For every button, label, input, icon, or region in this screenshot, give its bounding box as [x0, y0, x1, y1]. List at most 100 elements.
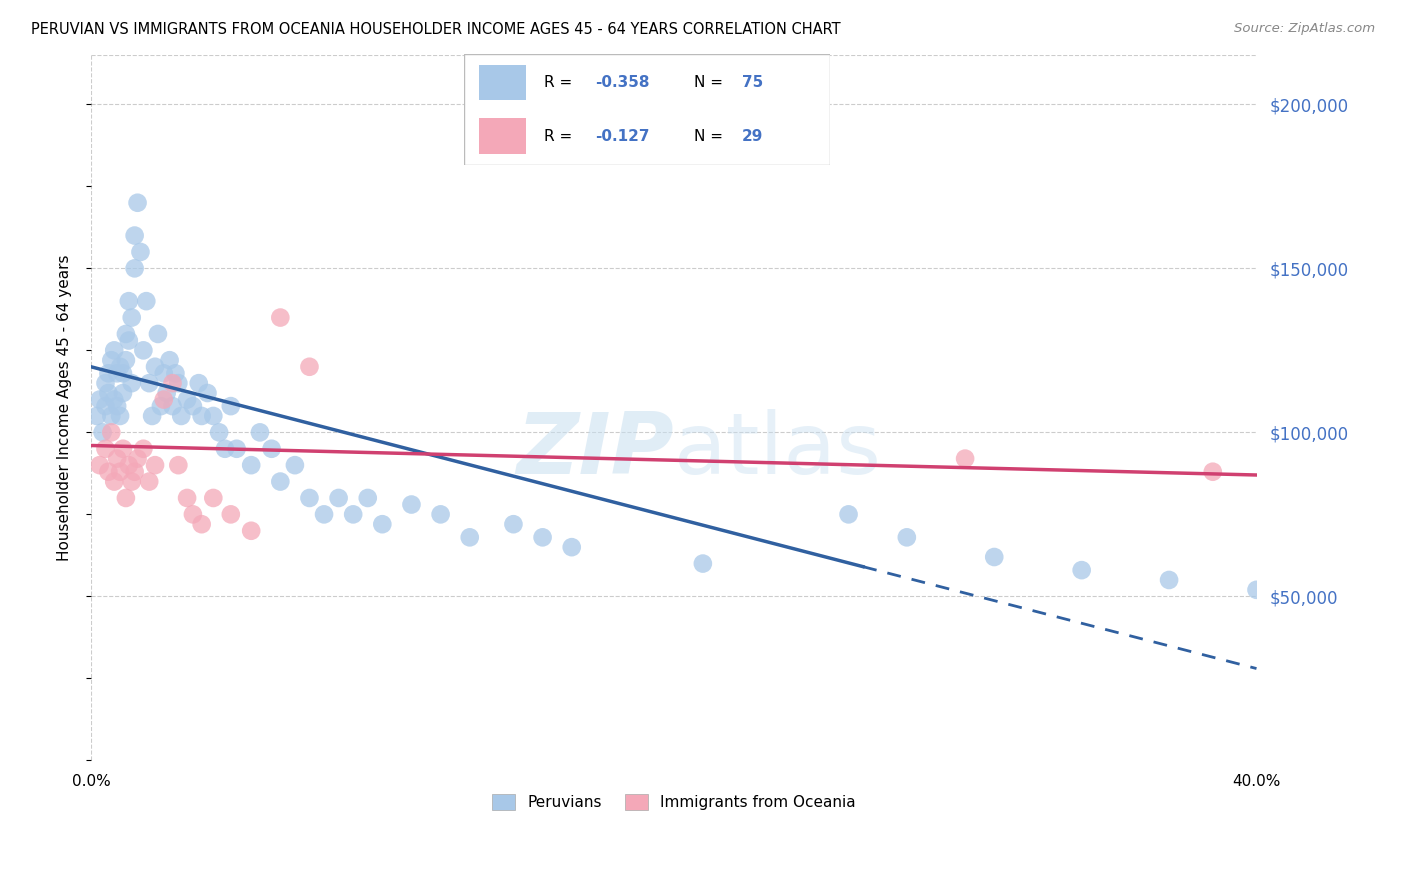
Point: [458, 530, 481, 544]
Point: [103, 343, 125, 358]
Text: N =: N =: [695, 75, 728, 90]
Point: [121, 475, 143, 489]
Point: [181, 508, 204, 522]
Point: [502, 517, 524, 532]
Point: [115, 353, 138, 368]
Point: [94, 376, 117, 391]
Point: [219, 508, 242, 522]
Text: -0.127: -0.127: [596, 128, 650, 144]
Point: [269, 475, 291, 489]
Point: [284, 458, 307, 472]
Point: [105, 367, 128, 381]
Text: atlas: atlas: [673, 409, 882, 491]
Point: [100, 425, 122, 440]
Point: [983, 549, 1005, 564]
Point: [197, 386, 219, 401]
Point: [97, 367, 120, 381]
Point: [208, 425, 231, 440]
Point: [111, 367, 134, 381]
Point: [298, 359, 321, 374]
Point: [108, 465, 131, 479]
Point: [105, 399, 128, 413]
Point: [167, 376, 190, 391]
Point: [176, 392, 198, 407]
Point: [94, 399, 117, 413]
Text: ZIP: ZIP: [516, 409, 673, 491]
Text: Source: ZipAtlas.com: Source: ZipAtlas.com: [1234, 22, 1375, 36]
Point: [103, 475, 125, 489]
Point: [89, 458, 111, 472]
Point: [561, 540, 583, 554]
Point: [124, 228, 146, 243]
Point: [401, 498, 423, 512]
Point: [135, 294, 157, 309]
Point: [159, 353, 181, 368]
Point: [100, 409, 122, 423]
Point: [132, 343, 155, 358]
Point: [111, 386, 134, 401]
Point: [240, 524, 263, 538]
Text: -0.358: -0.358: [596, 75, 650, 90]
Point: [165, 367, 187, 381]
Point: [260, 442, 283, 456]
Point: [312, 508, 335, 522]
Point: [149, 399, 172, 413]
Point: [202, 491, 225, 505]
Point: [953, 451, 976, 466]
Point: [118, 458, 141, 472]
Point: [143, 359, 166, 374]
Point: [115, 326, 138, 341]
Point: [1070, 563, 1092, 577]
Point: [240, 458, 263, 472]
Text: R =: R =: [544, 128, 578, 144]
Point: [94, 442, 117, 456]
FancyBboxPatch shape: [464, 54, 830, 165]
Point: [152, 367, 174, 381]
Point: [342, 508, 364, 522]
Point: [152, 392, 174, 407]
Point: [103, 392, 125, 407]
Y-axis label: Householder Income Ages 45 - 64 years: Householder Income Ages 45 - 64 years: [58, 254, 72, 561]
Point: [118, 294, 141, 309]
Point: [181, 399, 204, 413]
Point: [105, 451, 128, 466]
Bar: [478, 65, 526, 101]
Point: [132, 442, 155, 456]
Point: [838, 508, 860, 522]
Point: [531, 530, 554, 544]
Point: [214, 442, 236, 456]
Point: [219, 399, 242, 413]
Point: [100, 353, 122, 368]
Point: [692, 557, 714, 571]
Point: [115, 491, 138, 505]
Point: [298, 491, 321, 505]
Text: 75: 75: [742, 75, 763, 90]
Point: [127, 195, 149, 210]
Point: [167, 458, 190, 472]
Point: [129, 244, 152, 259]
Point: [371, 517, 394, 532]
Point: [896, 530, 918, 544]
Point: [127, 451, 149, 466]
Text: N =: N =: [695, 128, 728, 144]
Point: [190, 517, 212, 532]
Point: [124, 465, 146, 479]
Point: [86, 409, 108, 423]
Point: [202, 409, 225, 423]
Point: [143, 458, 166, 472]
Point: [138, 475, 160, 489]
Point: [138, 376, 160, 391]
Point: [118, 334, 141, 348]
Point: [91, 425, 114, 440]
Point: [121, 376, 143, 391]
Point: [108, 359, 131, 374]
Point: [97, 386, 120, 401]
Point: [225, 442, 247, 456]
Point: [429, 508, 451, 522]
Point: [1246, 582, 1268, 597]
Point: [111, 442, 134, 456]
Point: [156, 386, 179, 401]
Point: [269, 310, 291, 325]
Point: [357, 491, 380, 505]
Bar: [478, 119, 526, 154]
